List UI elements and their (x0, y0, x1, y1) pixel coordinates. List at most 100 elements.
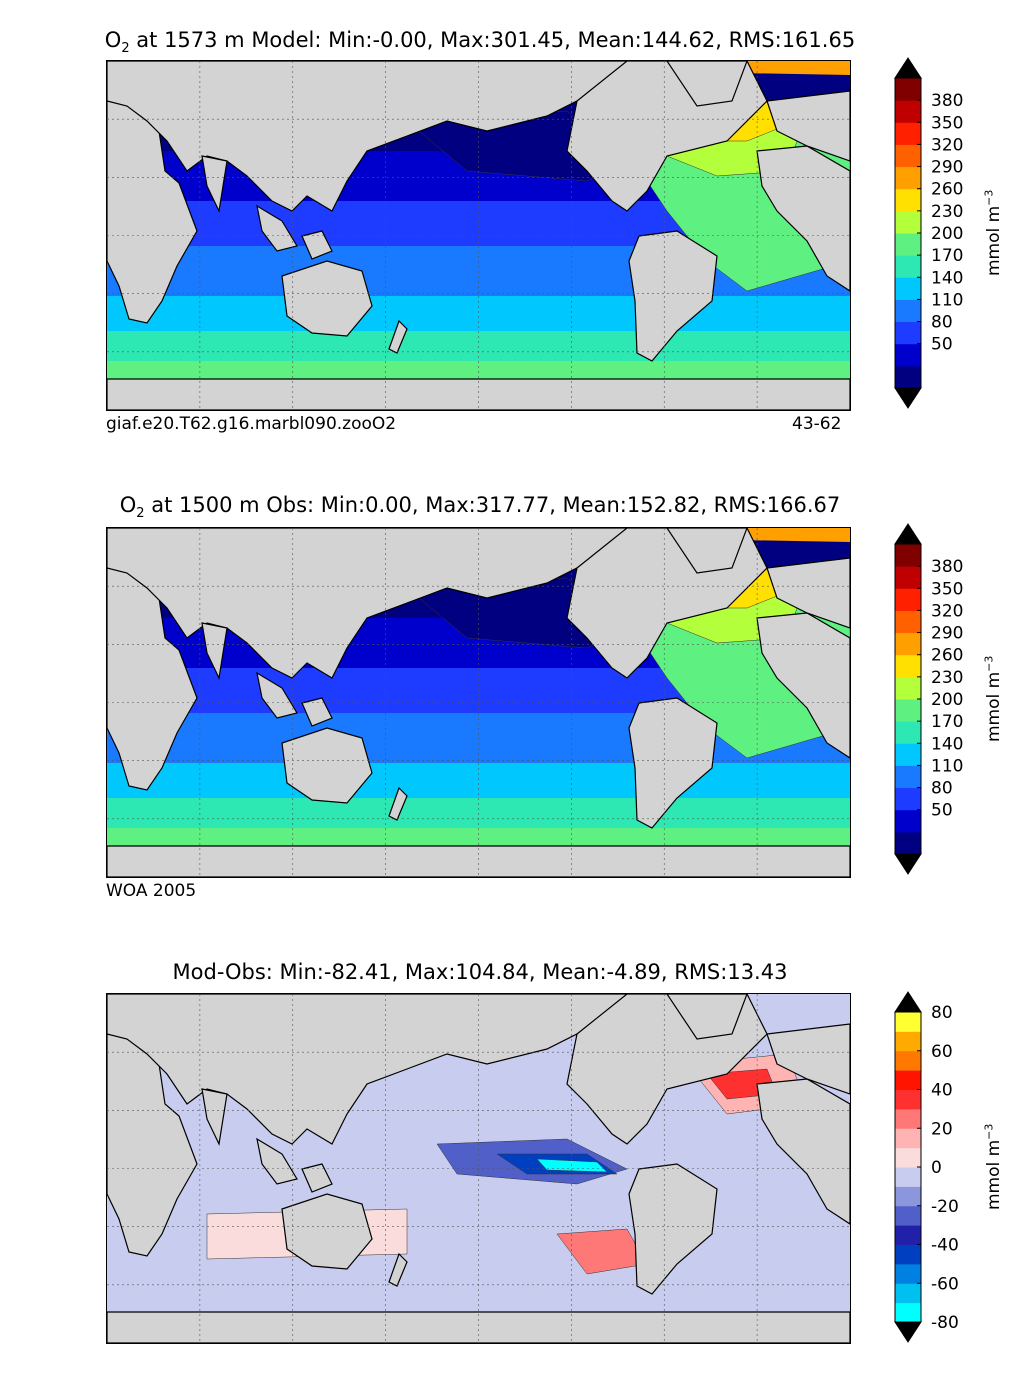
colorbar-segment (895, 1225, 921, 1245)
land-india (201, 155, 228, 213)
colorbar-tick-label: -20 (931, 1197, 959, 1217)
land-eurasia (107, 61, 628, 212)
panel1-title: O2 at 1573 m Model: Min:-0.00, Max:301.4… (0, 28, 960, 56)
land-nz (388, 786, 408, 821)
colorbar-tick-label: 40 (931, 1081, 953, 1101)
colorbar-segment (895, 1283, 921, 1304)
land-africa2 (756, 145, 850, 292)
land-greenland (666, 994, 748, 1040)
map-svg (107, 994, 850, 1343)
colorbar-tick-label: 80 (931, 1003, 953, 1023)
colorbar-tick-label: 230 (931, 202, 963, 222)
colorbar-svg: 80 60 40 20 0 -20 -40 -60 -80 (894, 991, 959, 1343)
panel1-units-sup: −3 (982, 189, 996, 206)
colorbar-segment (895, 144, 921, 168)
colorbar-segment (895, 100, 921, 123)
land-borneo (301, 1163, 333, 1193)
colorbar-extend-min (894, 387, 922, 409)
land-seasia (256, 204, 298, 252)
land-india (201, 1088, 228, 1146)
land-australia (281, 260, 373, 337)
colorbar-segment (895, 365, 921, 389)
colorbar-segment (895, 277, 921, 300)
colorbar-tick-label: 260 (931, 646, 963, 666)
colorbar-segment (895, 210, 921, 234)
colorbar-segment (895, 1263, 921, 1284)
colorbar-segment (895, 166, 921, 190)
land-eurasia (107, 994, 628, 1145)
colorbar-tick-label: 0 (931, 1158, 942, 1178)
land-greenland (666, 528, 748, 574)
land-seasia (256, 671, 298, 719)
colorbar-tick-label: 170 (931, 246, 963, 266)
colorbar-tick-label: 140 (931, 268, 963, 288)
land-antarctica (107, 378, 850, 410)
colorbar-segment (895, 1302, 921, 1323)
map-svg (107, 61, 850, 410)
land-africa2 (756, 612, 850, 759)
colorbar-tick-label: 50 (931, 801, 953, 821)
land-africa2 (756, 1078, 850, 1225)
land-greenland (666, 61, 748, 107)
land-borneo (301, 697, 333, 727)
panel1-title-pre: O (104, 28, 122, 52)
map-svg (107, 528, 850, 877)
panel2-title-pre: O (119, 493, 137, 517)
panel1-units: mmol m−3 (982, 190, 1004, 276)
panel1-map (106, 60, 851, 411)
panel1-footer-left: giaf.e20.T62.g16.marbl090.zooO2 (106, 414, 397, 434)
panel2-title-post: at 1500 m Obs: Min:0.00, Max:317.77, Mea… (144, 493, 841, 517)
colorbar-tick-label: 350 (931, 579, 963, 599)
colorbar-segment (895, 1050, 921, 1071)
panel2-title: O2 at 1500 m Obs: Min:0.00, Max:317.77, … (0, 493, 960, 521)
land-borneo (301, 230, 333, 260)
colorbar-segment (895, 1070, 921, 1090)
colorbar-tick-label: 20 (931, 1119, 953, 1139)
panel3-units-sup: −3 (982, 1123, 996, 1140)
colorbar-segment (895, 299, 921, 323)
colorbar-segment (895, 255, 921, 278)
colorbar-tick-label: -60 (931, 1274, 959, 1294)
colorbar-tick-label: 110 (931, 290, 963, 310)
land-australia (281, 1193, 373, 1270)
colorbar-tick-label: 320 (931, 135, 963, 155)
colorbar-segment (895, 1031, 921, 1052)
panel2-colorbar: 380 350 320 290 260 230 200 170 140 110 80 50 (894, 523, 975, 876)
colorbar-segment (895, 1205, 921, 1226)
land-seasia (256, 1137, 298, 1185)
panel1-title-sub: 2 (121, 41, 130, 57)
colorbar-tick-label: 200 (931, 690, 963, 710)
colorbar-extend-max (894, 991, 922, 1013)
land-nz (388, 319, 408, 354)
colorbar-segment (895, 1128, 921, 1149)
colorbar-tick-label: 140 (931, 734, 963, 754)
colorbar-segment (895, 122, 921, 145)
colorbar-segment (895, 831, 921, 855)
equatorial-min-core (536, 1158, 608, 1173)
colorbar-segment (895, 321, 921, 345)
land-europe2 (766, 90, 850, 162)
colorbar-segment (895, 610, 921, 634)
colorbar-tick-label: 230 (931, 668, 963, 688)
panel3-title-post: Mod-Obs: Min:-82.41, Max:104.84, Mean:-4… (172, 960, 788, 984)
colorbar-extend-min (894, 853, 922, 875)
panel2-map (106, 527, 851, 878)
panel2-units: mmol m−3 (982, 656, 1004, 742)
colorbar-segment (895, 787, 921, 811)
colorbar-segment (895, 1167, 921, 1187)
colorbar-tick-label: 80 (931, 779, 953, 799)
land-nz (388, 1252, 408, 1287)
colorbar-segment (895, 699, 921, 722)
colorbar-segment (895, 632, 921, 656)
panel2-units-text: mmol m (984, 671, 1005, 743)
colorbar-tick-label: -40 (931, 1236, 959, 1256)
colorbar-segment (895, 78, 921, 101)
panel3-units-text: mmol m (984, 1139, 1005, 1211)
land-europe2 (766, 557, 850, 629)
panel1-units-text: mmol m (984, 205, 1005, 277)
colorbar-tick-label: 290 (931, 158, 963, 178)
land-antarctica (107, 845, 850, 877)
colorbar-extend-max (894, 523, 922, 545)
